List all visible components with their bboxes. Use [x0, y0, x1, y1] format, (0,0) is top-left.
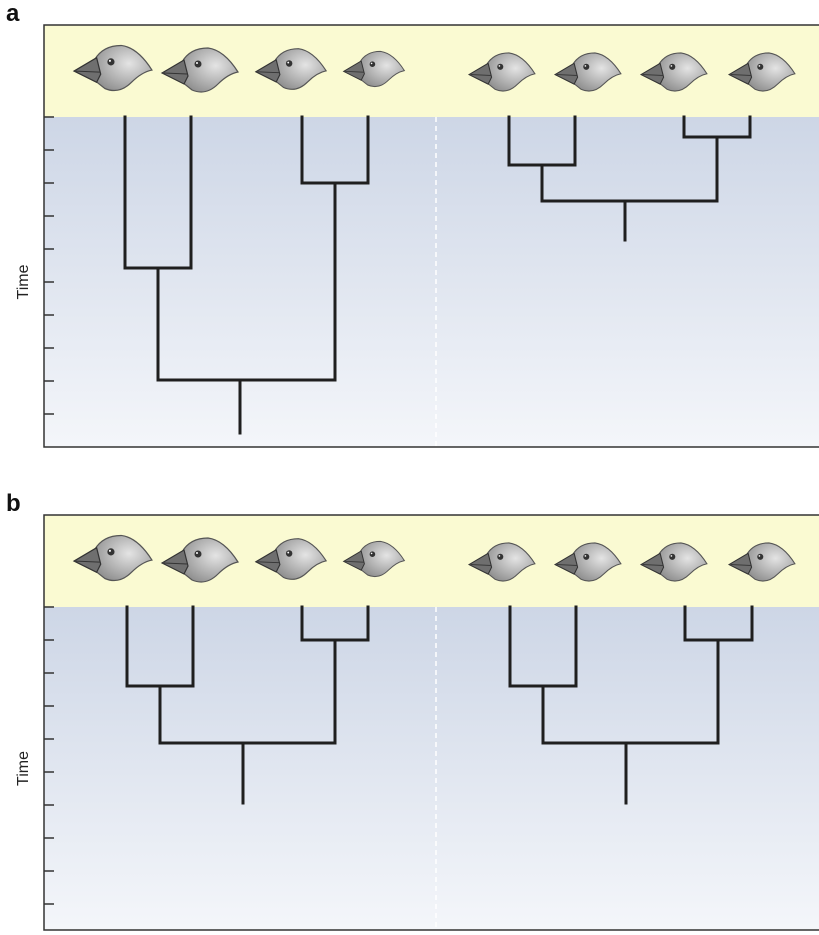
- axis-label: Time: [15, 264, 32, 299]
- panel-label: b: [6, 490, 21, 517]
- time-background: [44, 117, 819, 447]
- time-background: [44, 607, 819, 930]
- panel-label: a: [6, 0, 20, 27]
- axis-label: Time: [15, 751, 32, 786]
- panel: a Time: [6, 0, 819, 447]
- panel: b Time: [6, 490, 819, 930]
- figure: a Time b Time: [0, 0, 819, 935]
